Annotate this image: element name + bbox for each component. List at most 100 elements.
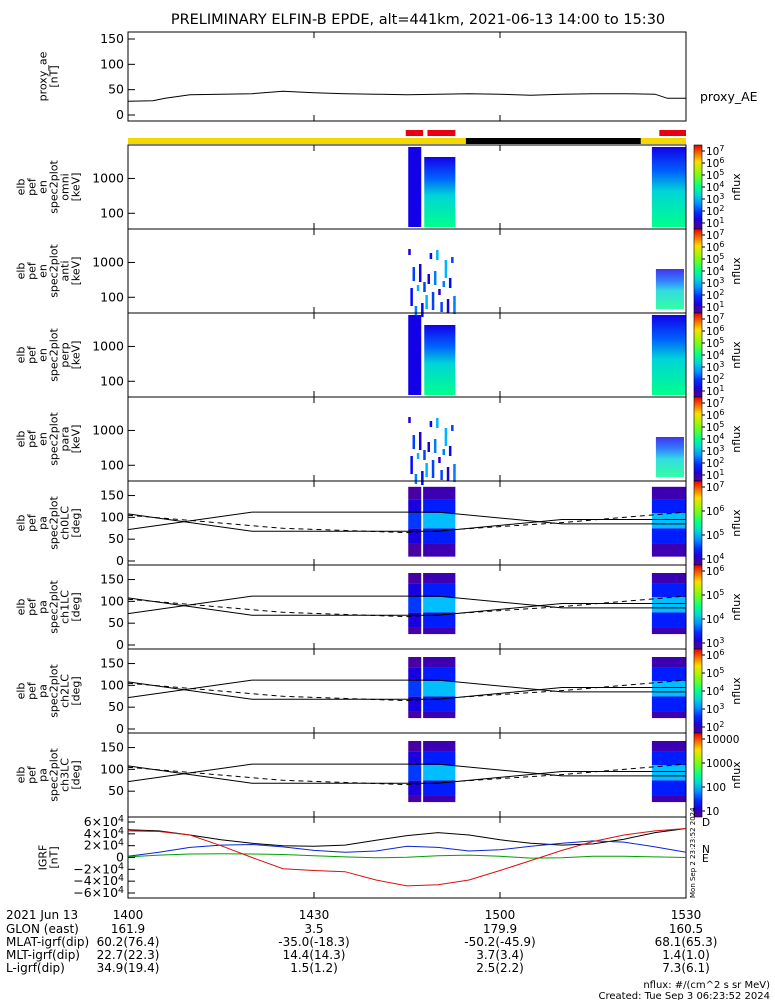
pitch-angle-cell [408,499,422,513]
row-label: 2021 Jun 13 [6,908,78,922]
colorbar-tick-label: 103 [706,702,724,716]
y-tick-label: 100 [100,761,124,776]
pitch-angle-cell [651,486,686,500]
y-tick-label: 0 [116,637,124,652]
spectrum-burst [655,437,684,477]
pitch-angle-cell [423,780,456,796]
spectrum-speckle [433,439,437,453]
pitch-angle-cell [423,681,456,697]
figure-title: PRELIMINARY ELFIN-B EPDE, alt=441km, 202… [171,12,665,28]
pitch-angle-cell [651,780,686,796]
y-tick-label: 150 [100,488,124,503]
pitch-angle-cell [408,795,422,803]
spectrum-burst [651,315,686,395]
pitch-angle-cell [423,583,456,597]
row-label: GLON (east) [6,922,79,936]
colorbar-tick-label: 100 [706,782,726,794]
pitch-angle-cell [408,667,422,681]
footer-created: Created: Tue Sep 3 06:23:52 2024 [599,991,771,1000]
pitch-angle-cell [651,627,686,635]
igrf-total-line [127,828,687,847]
spectrum-speckle [440,470,443,480]
y-tick-label: −2×104 [73,861,124,876]
colorbar [693,564,703,650]
orbit-value: 1530 [671,908,702,922]
y-tick-label: 100 [100,457,124,472]
y-tick-label: 50 [108,783,124,798]
y-tick-label: 150 [100,740,124,755]
pitch-angle-cell [408,543,422,557]
orbit-value: 34.9(19.4) [97,961,160,975]
orbit-value: 1400 [113,908,144,922]
colorbar-tick-label: 10 [706,806,719,818]
colorbar [693,648,703,734]
colorbar-tick-label: 106 [706,504,724,518]
loss-cone-line [127,681,686,700]
spectrum-speckle [427,274,431,284]
pitch-angle-cell [408,528,422,544]
pitch-angle-cell [423,513,456,529]
spectrum-burst [655,269,684,309]
y-tick-label: 0 [116,107,124,122]
colorbar-label: nflux [730,173,743,201]
y-tick-label: 100 [100,509,124,524]
y-tick-label: 50 [108,82,124,97]
spectrum-speckle [442,449,446,455]
plot-frame [127,144,687,230]
proxy-ae-panel: 150 100 50 0 proxy_ae[nT] proxy_AE [37,31,758,122]
igrf-legend-D: D [702,817,710,829]
pitch-angle-cell [651,528,686,544]
anti-loss-cone-line [127,511,687,534]
pitch-angle-cell [408,751,422,765]
anti-loss-cone-line [127,679,687,702]
orbit-value: 2.5(2.2) [476,961,524,975]
pitch-angle-cell [408,711,422,719]
y-tick-label: 6×104 [84,814,124,829]
y-axis-label: elbpefpaspec2plotch1LC[deg] [15,580,83,634]
y-tick-label: 1000 [92,338,124,353]
igrf-legend-E: E [702,853,709,865]
spectrum-speckle [429,421,433,427]
spectrum-speckle [451,425,454,431]
pitch-angle-cell [651,597,686,613]
y-tick-label: −4×104 [73,873,124,888]
orbit-value: 60.2(76.4) [97,935,160,949]
y-tick-label: 0 [116,553,124,568]
loss-cone-line [127,763,686,783]
pitch-angle-cell [408,573,422,584]
pitch-angle-cell [423,751,456,765]
colorbar [693,312,703,398]
colorbar-tick-label: 105 [706,588,724,602]
orbit-bars [128,130,686,144]
colorbar [693,144,703,230]
pitch-angle-cell [408,583,422,597]
pitch-angle-cell [423,612,456,628]
orbit-value: 161.9 [111,922,145,936]
y-tick-label: 100 [100,373,124,388]
orbit-value: 1430 [299,908,330,922]
pitch-angle-cell [408,765,422,781]
spectrum-speckle [451,257,454,263]
pitch-angle-cell [651,741,686,752]
pitch-angle-cell [423,573,456,584]
colorbar-tick-label: 105 [706,666,724,680]
spectrum-speckle [421,471,424,485]
pitch-angle-cell [651,667,686,681]
pitch-angle-cell [408,513,422,529]
loss-cone-line [127,513,686,532]
orbit-value: -50.2(-45.9) [464,935,535,949]
pitch-angle-cell [423,627,456,635]
science-zone-bar [659,130,686,136]
y-tick-label: 0 [116,850,124,865]
colorbar-tick-label: 1000 [706,758,733,770]
spectrum-speckle [416,285,420,291]
science-zone-bar [427,130,456,136]
spectrum-speckle [408,249,411,255]
row-label: MLAT-igrf(dip) [6,935,89,949]
igrf-E-line [127,853,687,859]
y-axis-label: elbpefenspec2plotpara[keV] [15,412,83,466]
spectrum-speckle [418,432,422,450]
colorbar-tick-label: 104 [706,612,724,626]
colorbar-tick-label: 102 [706,720,724,734]
